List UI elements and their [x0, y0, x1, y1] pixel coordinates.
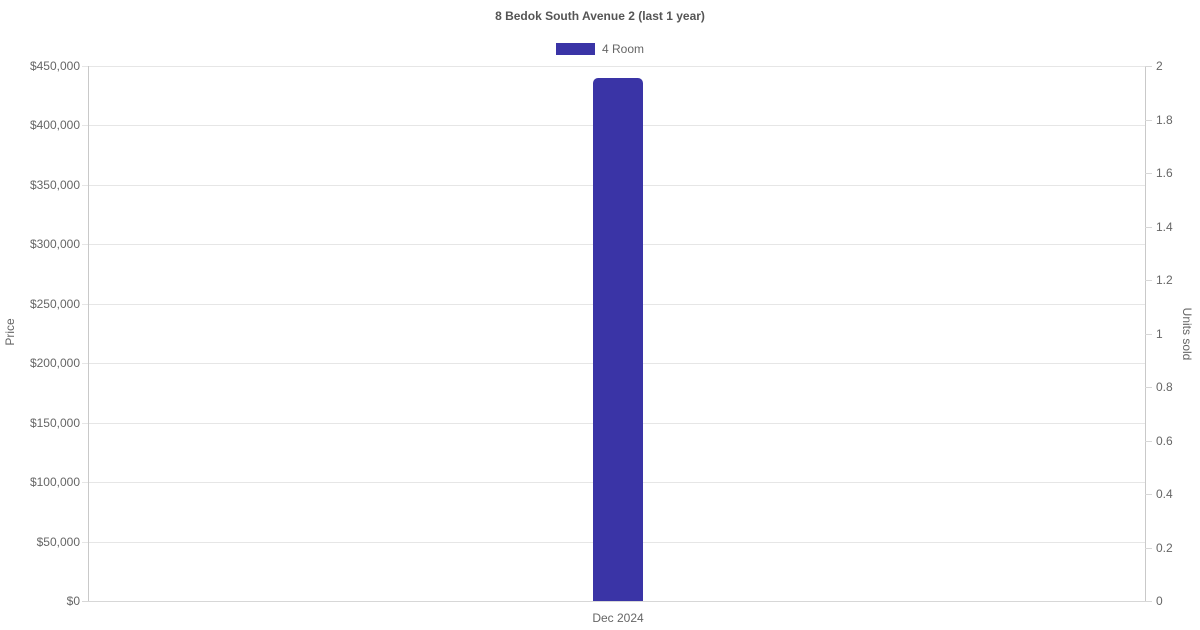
left-axis-tick-label: $100,000: [29, 475, 80, 490]
right-axis-tick-label: 1.6: [1156, 166, 1173, 180]
right-axis-tick-label: 0.2: [1156, 540, 1173, 555]
left-axis-tick-label: $150,000: [29, 415, 80, 430]
right-axis-title: Units sold: [1180, 307, 1194, 361]
right-axis-tick-mark: [1145, 387, 1152, 388]
right-axis-tick-mark: [1145, 494, 1152, 495]
right-axis-tick-label: 0.4: [1156, 487, 1173, 501]
left-axis-tick-label: $250,000: [29, 296, 80, 311]
right-axis-tick-label: 1.2: [1156, 273, 1173, 287]
right-axis-tick-label: 2: [1156, 59, 1163, 73]
x-tick-label: Dec 2024: [592, 611, 644, 625]
right-axis-tick-label: 0.8: [1156, 380, 1173, 394]
left-axis-tick-label: $50,000: [36, 534, 80, 549]
legend-swatch: [555, 43, 595, 55]
right-axis-tick-label: 1: [1156, 326, 1163, 341]
right-axis-tick-mark: [1145, 66, 1152, 67]
left-axis-tick-label: $0: [66, 594, 80, 608]
right-axis-tick-mark: [1145, 280, 1152, 281]
legend-item-4-room[interactable]: 4 Room: [555, 42, 645, 56]
chart-title: 8 Bedok South Avenue 2 (last 1 year): [495, 9, 705, 23]
right-axis-tick-mark: [1145, 547, 1152, 549]
right-axis-tick-mark: [1145, 440, 1152, 442]
right-axis-tick-mark: [1145, 601, 1152, 602]
left-axis-line: [88, 66, 89, 601]
left-axis-tick-label: $200,000: [29, 356, 80, 371]
gridline: [82, 66, 1145, 67]
left-axis-tick-label: $350,000: [29, 177, 80, 192]
legend-label: 4 Room: [601, 42, 645, 56]
gridline: [82, 601, 1145, 602]
left-axis-tick-label: $300,000: [29, 237, 80, 252]
right-axis-tick-label: 0.6: [1156, 433, 1173, 448]
legend: 4 Room: [0, 42, 1200, 56]
right-axis-tick-label: 1.4: [1156, 219, 1173, 234]
left-axis-title: Price: [3, 318, 17, 346]
left-axis-tick-label: $450,000: [29, 59, 80, 73]
right-axis-tick-mark: [1145, 119, 1152, 121]
right-axis-tick-mark: [1145, 333, 1152, 335]
right-axis-tick-mark: [1145, 173, 1152, 174]
left-axis-tick-label: $400,000: [29, 118, 80, 133]
bar-dec-2024-4-room[interactable]: [593, 78, 643, 601]
right-axis-tick-label: 1.8: [1156, 112, 1173, 127]
right-axis-tick-mark: [1145, 226, 1152, 228]
right-axis-tick-label: 0: [1156, 594, 1163, 608]
